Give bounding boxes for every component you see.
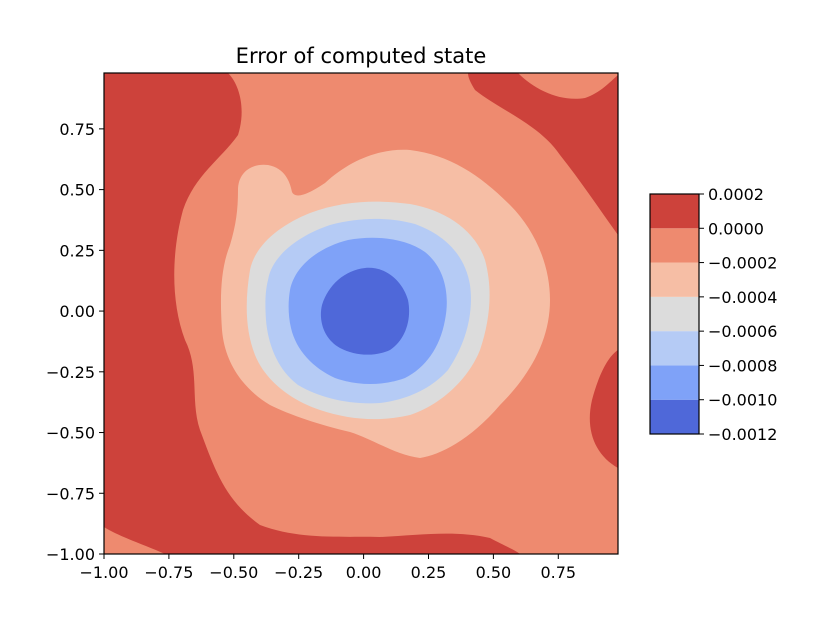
colorbar-tick-label: −0.0004: [708, 288, 777, 307]
colorbar-band: [650, 399, 699, 434]
y-tick-label: −0.50: [46, 424, 95, 443]
colorbar-frame: [649, 193, 700, 435]
plot-frame: [103, 72, 619, 555]
y-axis: −1.00 −0.75 −0.50 −0.25 0.00 0.25 0.50 0.75: [46, 120, 104, 564]
colorbar-band: [650, 365, 699, 400]
y-tick-label: 0.50: [59, 181, 95, 200]
y-tick-label: 0.00: [59, 302, 95, 321]
x-tick-label: 0.50: [476, 563, 512, 582]
x-tick-label: 0.75: [540, 563, 576, 582]
y-tick-label: −0.25: [46, 363, 95, 382]
contour-band-topright-notch: [518, 73, 618, 99]
colorbar-band: [650, 228, 699, 263]
y-tick-label: 0.75: [59, 120, 95, 139]
colorbar: −0.0012 −0.0010 −0.0008 −0.0006 −0.0004 −0.00…: [649, 185, 777, 444]
x-tick-label: −0.75: [144, 563, 193, 582]
colorbar-tick-label: −0.0002: [708, 254, 777, 273]
colorbar-tick-label: −0.0012: [708, 425, 777, 444]
colorbar-tick-label: 0.0002: [708, 185, 764, 204]
x-tick-label: −0.25: [274, 563, 323, 582]
chart-title: Error of computed state: [236, 44, 487, 68]
colorbar-band: [650, 331, 699, 366]
x-tick-label: 0.00: [346, 563, 382, 582]
y-tick-label: 0.25: [59, 241, 95, 260]
contour-band-minus0012-minus0010: [320, 267, 410, 355]
x-tick-label: −0.50: [209, 563, 258, 582]
colorbar-tick-label: 0.0000: [708, 219, 764, 238]
y-tick-label: −0.75: [46, 484, 95, 503]
colorbar-band: [650, 194, 699, 229]
colorbar-band: [650, 262, 699, 297]
colorbar-band: [650, 296, 699, 332]
contour-band-bottomleft-corner: [104, 527, 165, 554]
x-axis: −1.00 −0.75 −0.50 −0.25 0.00 0.25 0.50 0.75: [79, 554, 576, 582]
colorbar-tick-label: −0.0010: [708, 391, 777, 410]
x-tick-label: 0.25: [411, 563, 447, 582]
plot-area: [104, 73, 618, 554]
x-tick-label: −1.00: [79, 563, 128, 582]
colorbar-tick-label: −0.0006: [708, 322, 777, 341]
y-tick-label: −1.00: [46, 545, 95, 564]
colorbar-tick-label: −0.0008: [708, 356, 777, 375]
